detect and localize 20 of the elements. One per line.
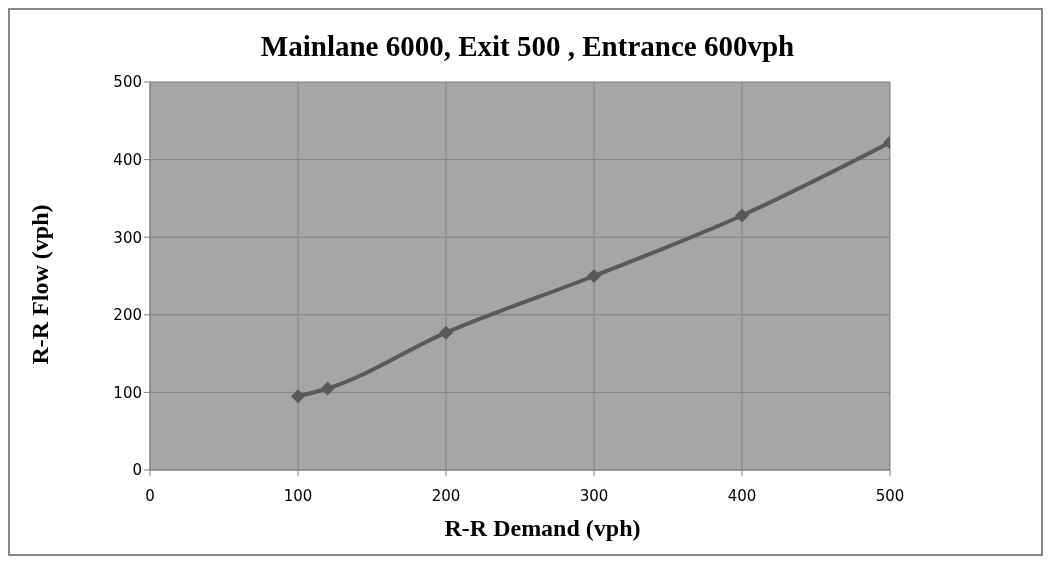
y-tick-label: 200 (113, 306, 142, 325)
x-tick-label: 0 (145, 486, 155, 505)
x-axis-title: R-R Demand (vph) (443, 515, 642, 542)
chart-title: Mainlane 6000, Exit 500 , Entrance 600vph (259, 30, 796, 63)
x-tick-label: 200 (431, 486, 461, 505)
x-tick-label: 500 (875, 486, 905, 505)
point (320, 381, 335, 396)
x-tick-label: 300 (579, 486, 609, 505)
point (291, 389, 305, 404)
y-tick-label: 500 (113, 73, 142, 92)
x-tick-label: 100 (283, 486, 313, 505)
y-tick-label: 100 (113, 383, 142, 402)
point (735, 208, 749, 223)
y-axis-title: R-R Flow (vph) (26, 204, 54, 364)
y-tick-label: 0 (132, 461, 142, 480)
y-tick-label: 400 (113, 150, 142, 169)
point (587, 269, 601, 283)
point (439, 325, 453, 340)
x-tick-label: 400 (727, 486, 757, 505)
y-tick-label: 300 (113, 228, 142, 247)
